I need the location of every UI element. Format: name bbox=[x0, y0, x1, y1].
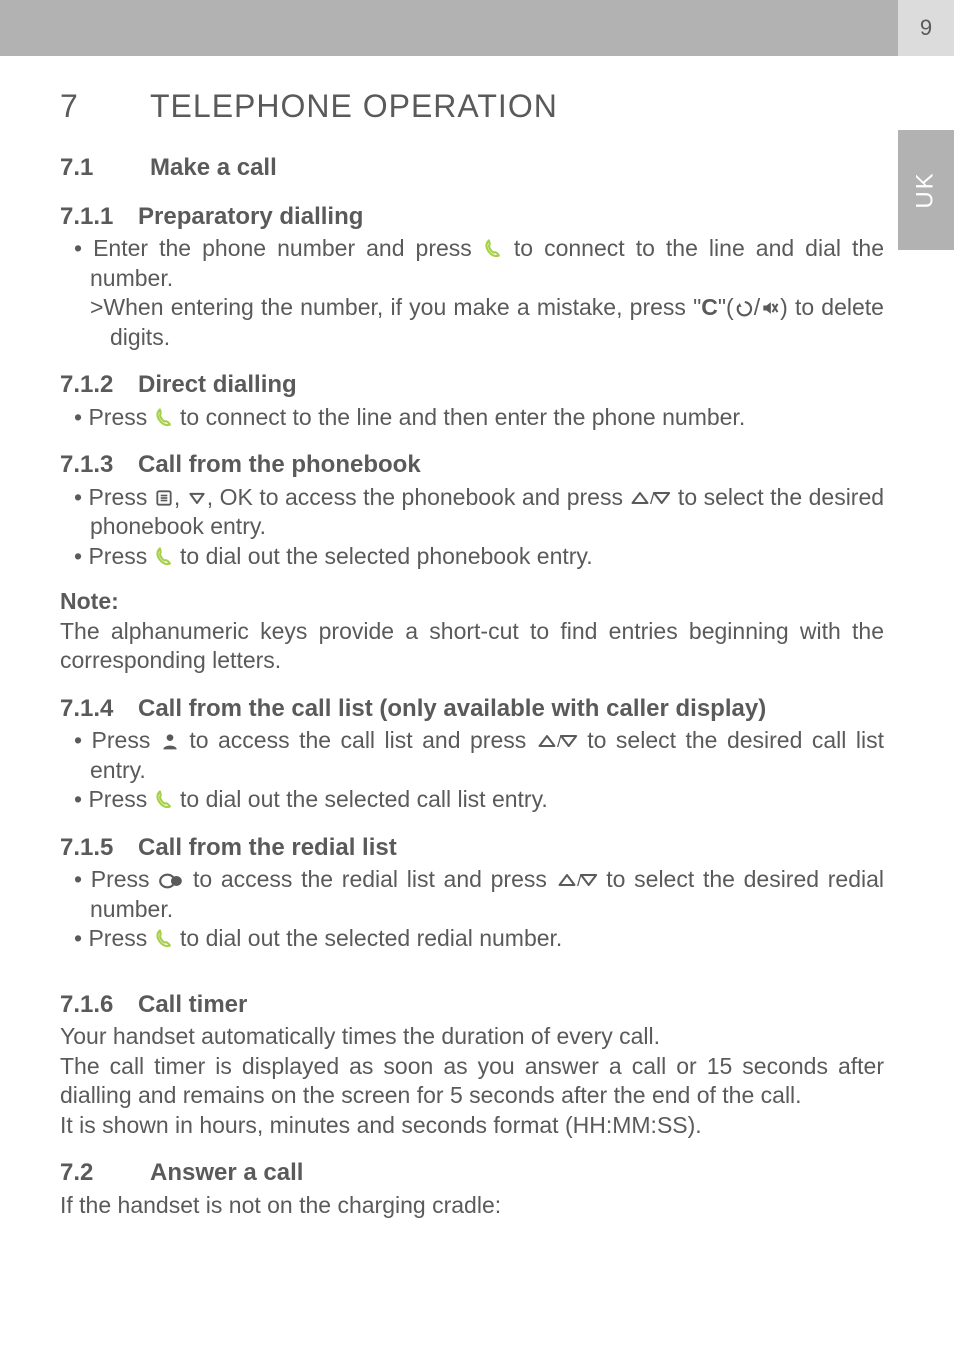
text: • Press bbox=[74, 866, 158, 892]
section-title: Answer a call bbox=[150, 1159, 303, 1186]
chapter-number: 7 bbox=[60, 86, 150, 127]
subsection-number: 7.1.3 bbox=[60, 450, 138, 481]
back-icon bbox=[734, 298, 754, 318]
paragraph: It is shown in hours, minutes and second… bbox=[60, 1111, 884, 1140]
call-icon bbox=[154, 788, 174, 810]
c-key-icon: C bbox=[701, 294, 718, 320]
up-down-icon bbox=[556, 870, 598, 890]
header-bar: 9 bbox=[0, 0, 954, 56]
language-tab-label: UK bbox=[912, 171, 940, 208]
text: • Enter the phone number and press bbox=[74, 235, 483, 261]
section-number: 7.1 bbox=[60, 153, 150, 184]
bullet-item: • Press to access the call list and pres… bbox=[60, 726, 884, 785]
chapter-title: TELEPHONE OPERATION bbox=[150, 88, 558, 124]
language-tab: UK bbox=[898, 130, 954, 250]
subsection-7-1-3: 7.1.3Call from the phonebook bbox=[60, 450, 884, 481]
note-text: The alphanumeric keys provide a short-cu… bbox=[60, 617, 884, 676]
note-label: Note: bbox=[60, 587, 884, 616]
text: to access the phonebook and press bbox=[253, 484, 630, 510]
sub-note: >When entering the number, if you make a… bbox=[60, 293, 884, 352]
subsection-title: Preparatory dialling bbox=[138, 203, 363, 230]
mute-icon bbox=[760, 298, 780, 318]
bullet-item: • Enter the phone number and press to co… bbox=[60, 234, 884, 293]
paragraph: Your handset automatically times the dur… bbox=[60, 1022, 884, 1051]
text: • Press bbox=[74, 786, 154, 812]
text: , bbox=[174, 484, 187, 510]
text: , bbox=[207, 484, 220, 510]
chapter-heading: 7TELEPHONE OPERATION bbox=[60, 86, 884, 127]
paragraph: If the handset is not on the charging cr… bbox=[60, 1191, 884, 1220]
bullet-item: • Press to access the redial list and pr… bbox=[60, 865, 884, 924]
text: • Press bbox=[74, 727, 160, 753]
bullet-item: • Press to dial out the selected phonebo… bbox=[60, 542, 884, 571]
text: to access the call list and press bbox=[180, 727, 536, 753]
menu-icon bbox=[154, 488, 174, 508]
subsection-number: 7.1.2 bbox=[60, 370, 138, 401]
subsection-number: 7.1.4 bbox=[60, 694, 138, 725]
call-icon bbox=[154, 927, 174, 949]
section-7-2: 7.2Answer a call bbox=[60, 1158, 884, 1189]
subsection-number: 7.1.5 bbox=[60, 833, 138, 864]
subsection-7-1-6: 7.1.6Call timer bbox=[60, 990, 884, 1021]
text: • Press bbox=[74, 484, 154, 510]
text: to dial out the selected redial number. bbox=[174, 925, 563, 951]
text: to dial out the selected call list entry… bbox=[174, 786, 548, 812]
page: 9 UK 7TELEPHONE OPERATION 7.1Make a call… bbox=[0, 0, 954, 1350]
bullet-item: • Press , , OK to access the phonebook a… bbox=[60, 483, 884, 542]
subsection-7-1-5: 7.1.5Call from the redial list bbox=[60, 833, 884, 864]
text: to connect to the line and then enter th… bbox=[174, 404, 746, 430]
call-icon bbox=[154, 406, 174, 428]
call-icon bbox=[154, 545, 174, 567]
down-icon bbox=[187, 488, 207, 508]
redial-icon bbox=[158, 872, 184, 890]
page-number: 9 bbox=[898, 0, 954, 56]
subsection-title: Call from the phonebook bbox=[138, 451, 421, 478]
up-down-icon bbox=[629, 488, 671, 508]
paragraph: The call timer is displayed as soon as y… bbox=[60, 1052, 884, 1111]
bullet-item: • Press to connect to the line and then … bbox=[60, 403, 884, 432]
bullet-item: • Press to dial out the selected call li… bbox=[60, 785, 884, 814]
subsection-title: Call from the redial list bbox=[138, 834, 397, 861]
text: to dial out the selected phonebook entry… bbox=[174, 543, 593, 569]
call-icon bbox=[483, 237, 503, 259]
text: >When entering the number, if you make a… bbox=[90, 294, 701, 320]
text: • Press bbox=[74, 925, 154, 951]
subsection-number: 7.1.1 bbox=[60, 202, 138, 233]
subsection-7-1-2: 7.1.2Direct dialling bbox=[60, 370, 884, 401]
subsection-title: Call timer bbox=[138, 991, 247, 1018]
subsection-7-1-1: 7.1.1Preparatory dialling bbox=[60, 202, 884, 233]
subsection-title: Direct dialling bbox=[138, 371, 297, 398]
text: • Press bbox=[74, 404, 154, 430]
section-7-1: 7.1Make a call bbox=[60, 153, 884, 184]
bullet-item: • Press to dial out the selected redial … bbox=[60, 924, 884, 953]
section-number: 7.2 bbox=[60, 1158, 150, 1189]
content: 7TELEPHONE OPERATION 7.1Make a call 7.1.… bbox=[0, 56, 954, 1260]
subsection-number: 7.1.6 bbox=[60, 990, 138, 1021]
person-icon bbox=[160, 731, 180, 751]
subsection-7-1-4: 7.1.4Call from the call list (only avail… bbox=[60, 694, 884, 725]
text: to access the redial list and press bbox=[184, 866, 555, 892]
text: "( bbox=[718, 294, 734, 320]
up-down-icon bbox=[536, 731, 578, 751]
section-title: Make a call bbox=[150, 154, 277, 181]
text: • Press bbox=[74, 543, 154, 569]
subsection-title: Call from the call list (only available … bbox=[138, 695, 766, 722]
ok-icon: OK bbox=[220, 484, 253, 510]
